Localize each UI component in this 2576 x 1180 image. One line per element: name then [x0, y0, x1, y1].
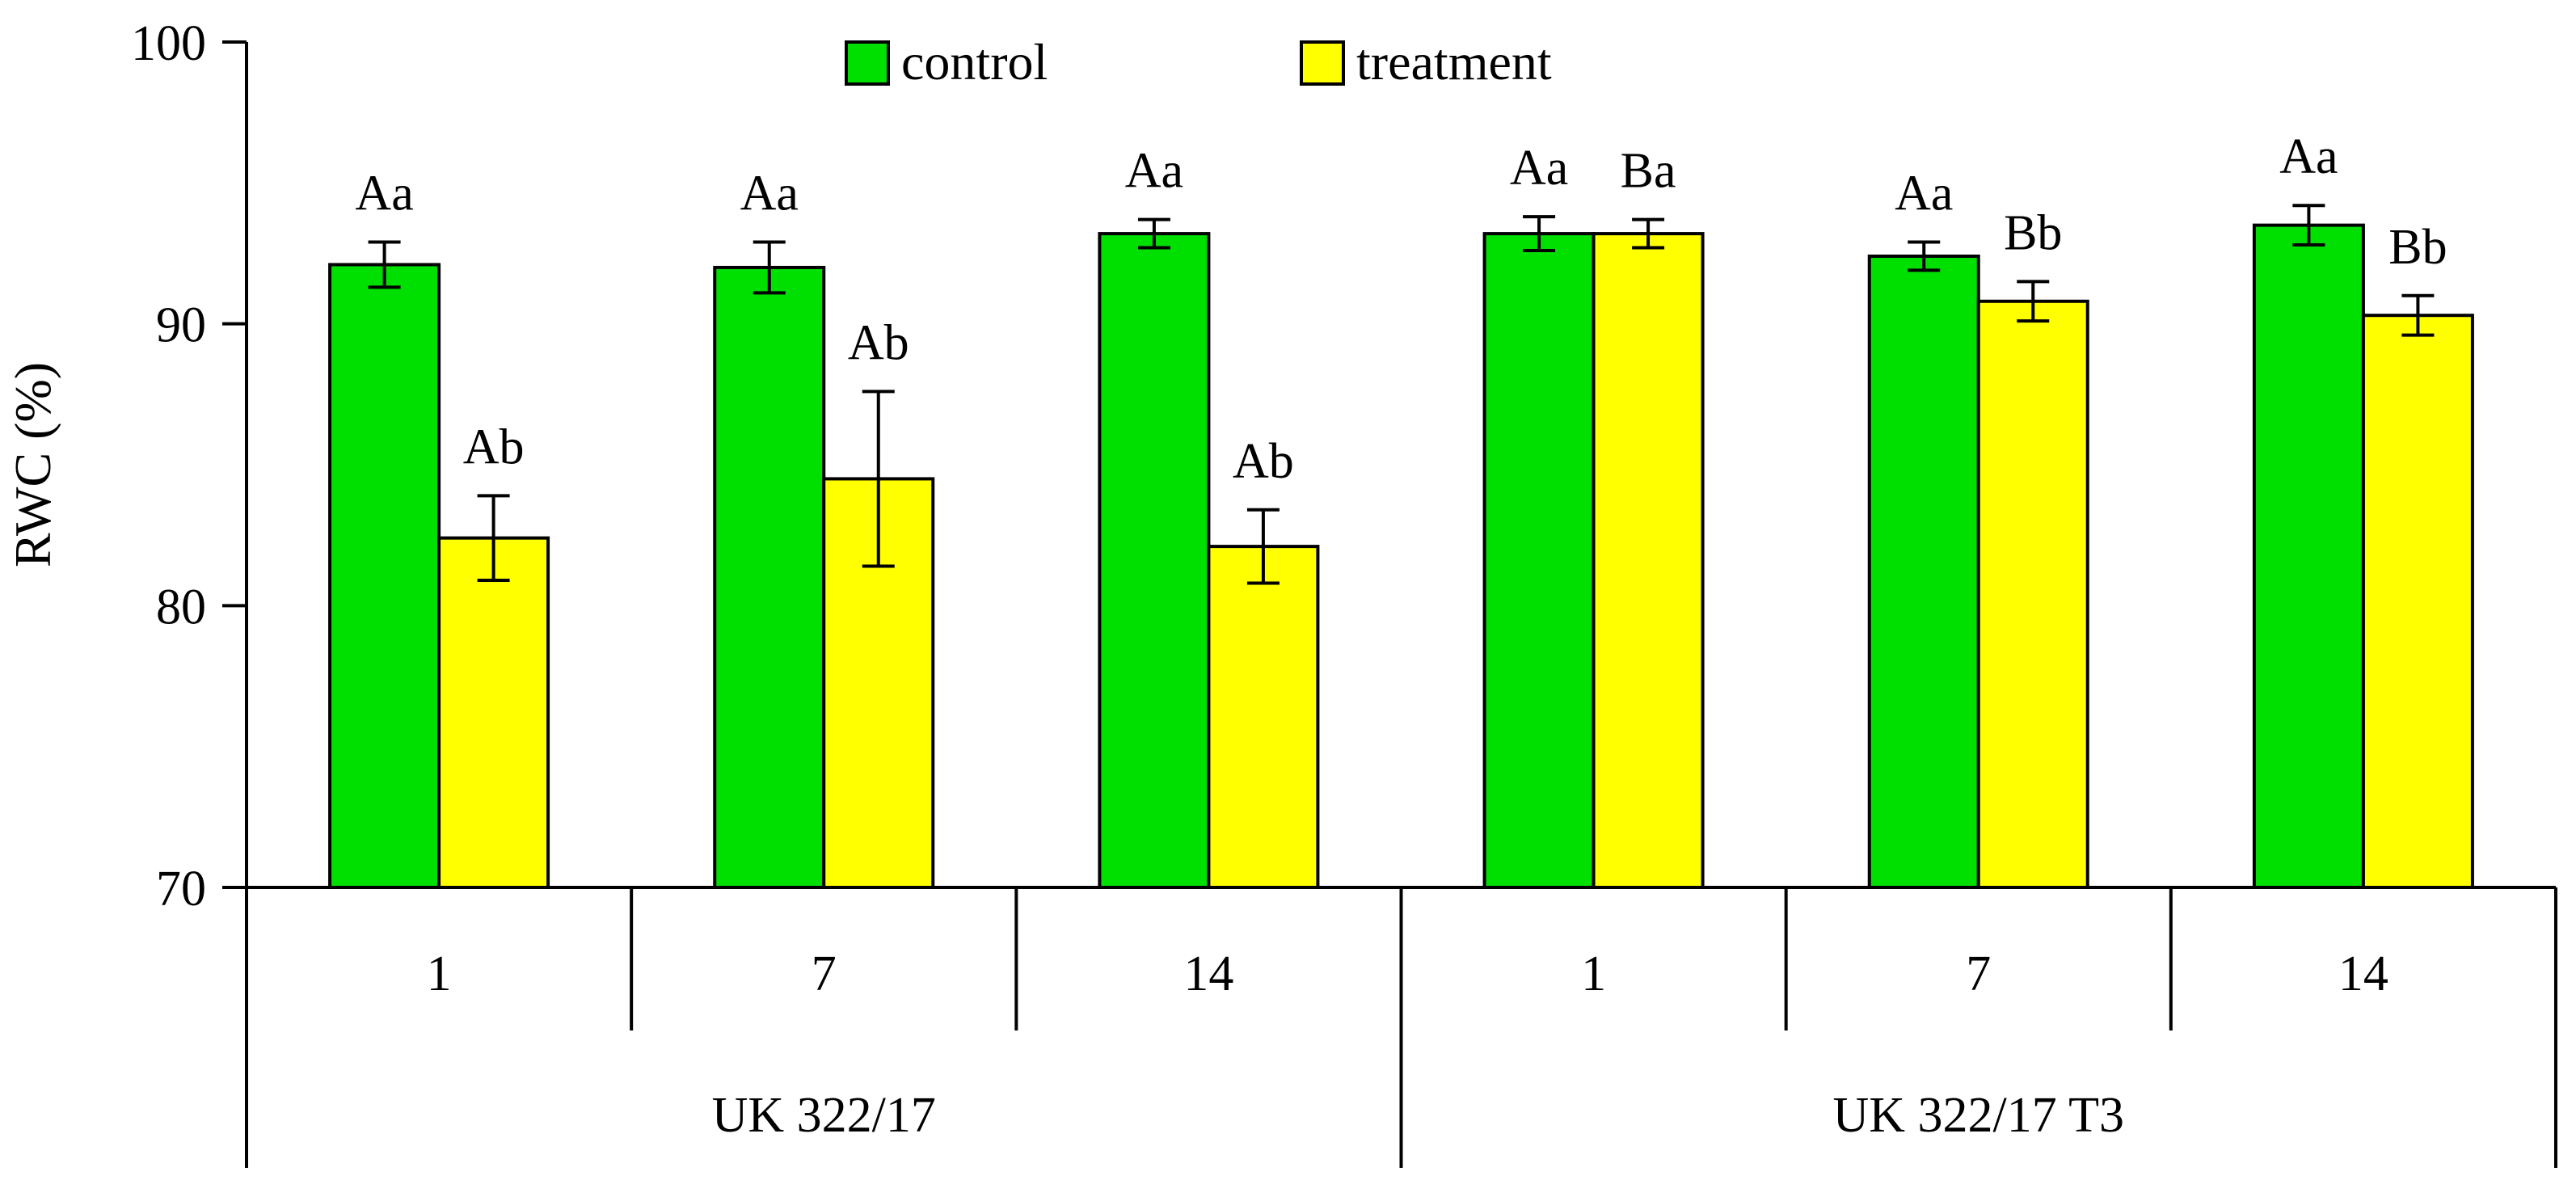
significance-label-treatment: Bb: [2388, 220, 2447, 275]
category-label: 1: [1581, 946, 1606, 1001]
bar-treatment: [1207, 545, 1320, 889]
legend-swatch-treatment: [1300, 40, 1345, 86]
bar-control: [328, 263, 441, 889]
y-tick-label: 100: [131, 16, 206, 71]
significance-label-treatment: Ab: [848, 315, 909, 370]
y-axis-title: RWC (%): [4, 362, 61, 567]
significance-label-treatment: Ba: [1621, 144, 1676, 199]
y-tick-label: 90: [156, 298, 206, 353]
significance-label-control: Aa: [1895, 166, 1953, 221]
category-label: 14: [1183, 946, 1233, 1001]
category-label: 7: [1966, 946, 1991, 1001]
y-tick-label: 70: [156, 862, 206, 917]
bar-treatment: [437, 536, 550, 889]
bar-control: [1867, 254, 1980, 889]
significance-label-control: Aa: [740, 166, 799, 221]
significance-label-control: Aa: [1125, 144, 1183, 199]
category-label: 1: [427, 946, 452, 1001]
significance-label-treatment: Ab: [463, 419, 525, 474]
bar-control: [713, 265, 826, 889]
bar-control: [1098, 232, 1211, 889]
significance-label-control: Aa: [355, 166, 413, 221]
bar-treatment: [1592, 232, 1705, 889]
bar-treatment: [1976, 299, 2089, 890]
legend-swatch-control: [845, 40, 890, 86]
significance-label-treatment: Bb: [2004, 205, 2062, 260]
legend-label-control: control: [901, 33, 1048, 91]
bar-control: [2252, 223, 2365, 889]
bar-control: [1482, 232, 1596, 889]
y-tick-label: 80: [156, 579, 206, 634]
group-label: UK 322/17 T3: [1832, 1088, 2124, 1143]
significance-label-treatment: Ab: [1233, 434, 1294, 489]
group-label: UK 322/17: [712, 1088, 936, 1143]
significance-label-control: Aa: [1510, 141, 1568, 196]
category-label: 7: [812, 946, 837, 1001]
bar-treatment: [2361, 314, 2474, 889]
category-label: 14: [2338, 946, 2388, 1001]
chart-marks: 70 80 90 100 RWC (%) Aa Ab Aa Ab Aa Ab Aa Ba Aa Bb Aa Bb…: [4, 16, 2557, 1168]
legend-label-treatment: treatment: [1356, 33, 1552, 91]
significance-label-control: Aa: [2279, 129, 2338, 184]
